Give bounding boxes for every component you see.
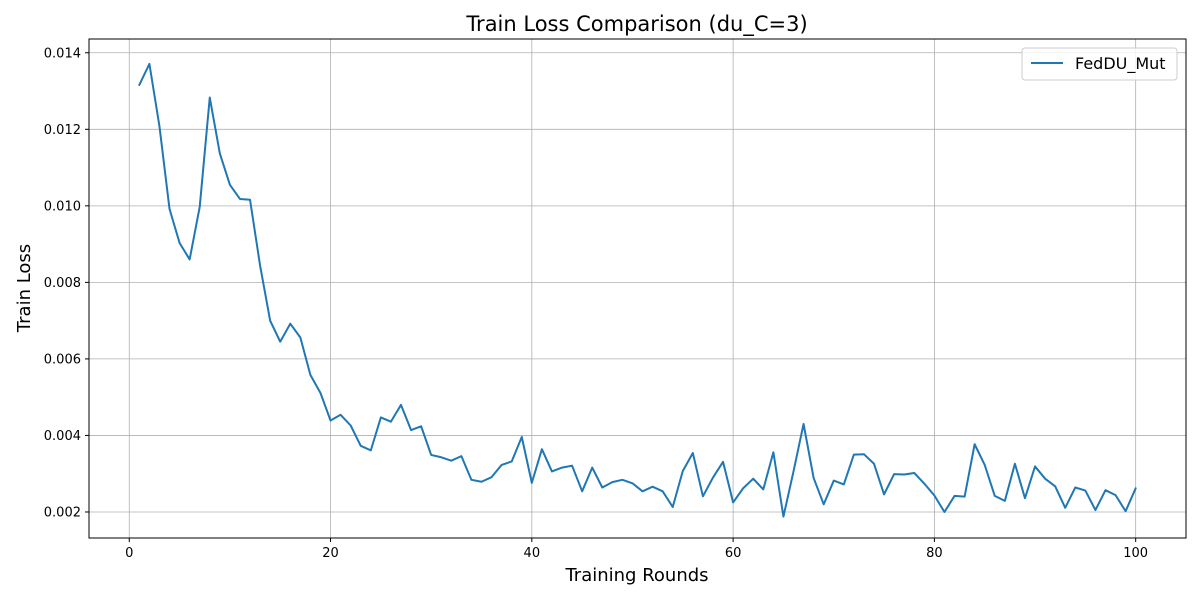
grid-lines — [89, 39, 1186, 538]
y-tick-label: 0.002 — [44, 505, 81, 520]
axis-ticks: 0 20 40 60 80 100 0.002 0.004 0.006 0.008 0.010 0.0… — [44, 46, 1148, 561]
y-tick-label: 0.012 — [44, 123, 81, 138]
plot-area-frame — [88, 38, 1187, 539]
x-tick-label: 20 — [322, 546, 339, 561]
x-tick-label: 100 — [1123, 546, 1148, 561]
x-tick-label: 40 — [524, 546, 541, 561]
y-tick-label: 0.006 — [44, 352, 81, 367]
y-tick-label: 0.004 — [44, 429, 81, 444]
chart-title: Train Loss Comparison (du_C=3) — [465, 12, 807, 37]
x-tick-label: 0 — [125, 546, 133, 561]
series-layer — [138, 62, 1137, 518]
x-tick-label: 60 — [725, 546, 742, 561]
series-line-feddu-mut — [138, 62, 1137, 518]
legend-box — [1021, 47, 1178, 81]
x-tick-label: 80 — [926, 546, 943, 561]
y-tick-label: 0.008 — [44, 276, 81, 291]
x-axis-title: Training Rounds — [564, 565, 708, 586]
y-tick-label: 0.014 — [44, 46, 81, 61]
y-axis-title: Train Loss — [14, 244, 35, 333]
legend: FedDU_Mut — [1021, 47, 1178, 81]
legend-label: FedDU_Mut — [1075, 54, 1166, 74]
y-tick-label: 0.010 — [44, 199, 81, 214]
